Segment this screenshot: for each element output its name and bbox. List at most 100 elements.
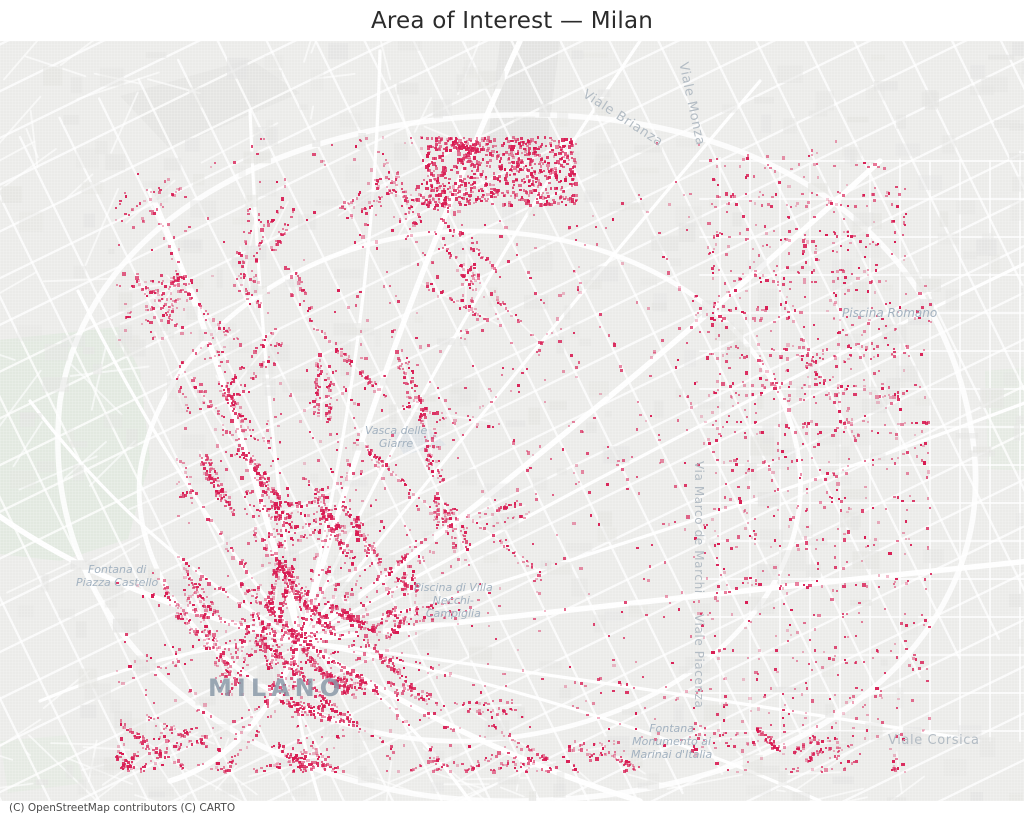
point-marker (438, 396, 441, 399)
point-marker (307, 658, 310, 662)
point-marker (668, 203, 671, 206)
point-marker (489, 757, 493, 761)
point-marker (769, 723, 773, 727)
point-marker (850, 421, 853, 425)
point-marker (785, 238, 788, 241)
point-marker (330, 143, 334, 147)
point-marker (420, 695, 424, 698)
point-marker (469, 265, 472, 268)
point-marker (403, 479, 406, 482)
point-marker (231, 549, 235, 552)
point-marker (304, 636, 307, 640)
point-marker (723, 706, 726, 709)
point-marker (711, 617, 714, 621)
point-marker (213, 587, 217, 591)
point-marker (215, 480, 218, 482)
point-marker (834, 354, 837, 357)
point-marker (743, 431, 746, 434)
point-marker (745, 355, 749, 358)
point-marker (849, 235, 854, 239)
point-marker (193, 591, 196, 594)
point-marker (211, 613, 215, 616)
point-marker (843, 768, 846, 771)
point-marker (213, 609, 216, 612)
map-viewport[interactable]: Viale Brianza Viale Monza Piscina Romano Va… (0, 41, 1024, 801)
point-marker (374, 650, 378, 653)
point-marker (428, 607, 431, 611)
point-marker (187, 621, 190, 625)
point-marker (884, 325, 887, 328)
point-marker (473, 266, 476, 270)
point-marker (474, 307, 477, 311)
point-marker (349, 557, 351, 560)
point-marker (475, 247, 478, 250)
point-marker (163, 722, 166, 726)
point-marker (218, 364, 221, 368)
point-marker (712, 305, 716, 309)
point-marker (729, 459, 732, 463)
point-marker (352, 693, 355, 696)
point-marker (454, 617, 457, 620)
point-marker (384, 655, 388, 659)
point-marker (286, 512, 289, 516)
point-marker (225, 692, 228, 696)
point-marker (289, 394, 292, 398)
point-marker (378, 630, 381, 634)
point-marker (399, 364, 402, 368)
point-marker (162, 292, 165, 295)
point-marker (765, 369, 769, 374)
point-marker (190, 489, 193, 492)
point-marker (314, 597, 317, 601)
point-marker (868, 318, 871, 322)
point-marker (397, 671, 401, 675)
point-marker (176, 759, 181, 763)
point-marker (582, 742, 586, 745)
point-marker (723, 703, 726, 707)
point-marker (343, 611, 347, 615)
point-marker (190, 279, 193, 282)
point-marker (392, 188, 395, 192)
point-marker (246, 512, 249, 515)
point-marker (280, 671, 283, 674)
point-marker (269, 500, 273, 503)
point-marker (272, 398, 276, 401)
point-marker (487, 624, 490, 627)
point-marker (402, 620, 405, 622)
point-marker (349, 513, 352, 517)
point-marker (359, 472, 362, 475)
map-canvas[interactable]: Viale Brianza Viale Monza Piscina Romano Va… (0, 41, 1024, 801)
point-marker (156, 756, 159, 760)
point-marker (467, 710, 470, 713)
point-marker (490, 266, 494, 270)
point-marker (304, 586, 307, 589)
point-marker (200, 460, 203, 463)
point-marker (320, 702, 324, 706)
point-marker (699, 612, 703, 616)
point-marker (211, 727, 214, 730)
point-marker (518, 391, 521, 394)
point-marker (862, 354, 866, 357)
point-marker (239, 730, 243, 735)
point-marker-layer[interactable] (0, 41, 1024, 801)
point-marker (250, 355, 254, 358)
point-marker (303, 710, 307, 714)
point-marker (435, 411, 440, 415)
point-marker (318, 619, 323, 624)
point-marker (516, 253, 519, 256)
point-marker (865, 496, 867, 499)
point-marker (905, 647, 908, 651)
point-marker (414, 613, 417, 616)
point-marker (153, 291, 157, 295)
point-marker (310, 635, 313, 639)
point-marker (308, 634, 311, 638)
point-marker (291, 590, 296, 594)
point-marker (356, 538, 360, 542)
page-title: Area of Interest — Milan (370, 7, 654, 34)
point-marker (810, 456, 813, 459)
point-marker (893, 231, 897, 234)
point-marker (903, 770, 907, 774)
point-marker (842, 270, 845, 273)
point-marker (120, 220, 123, 222)
point-marker (455, 166, 459, 169)
